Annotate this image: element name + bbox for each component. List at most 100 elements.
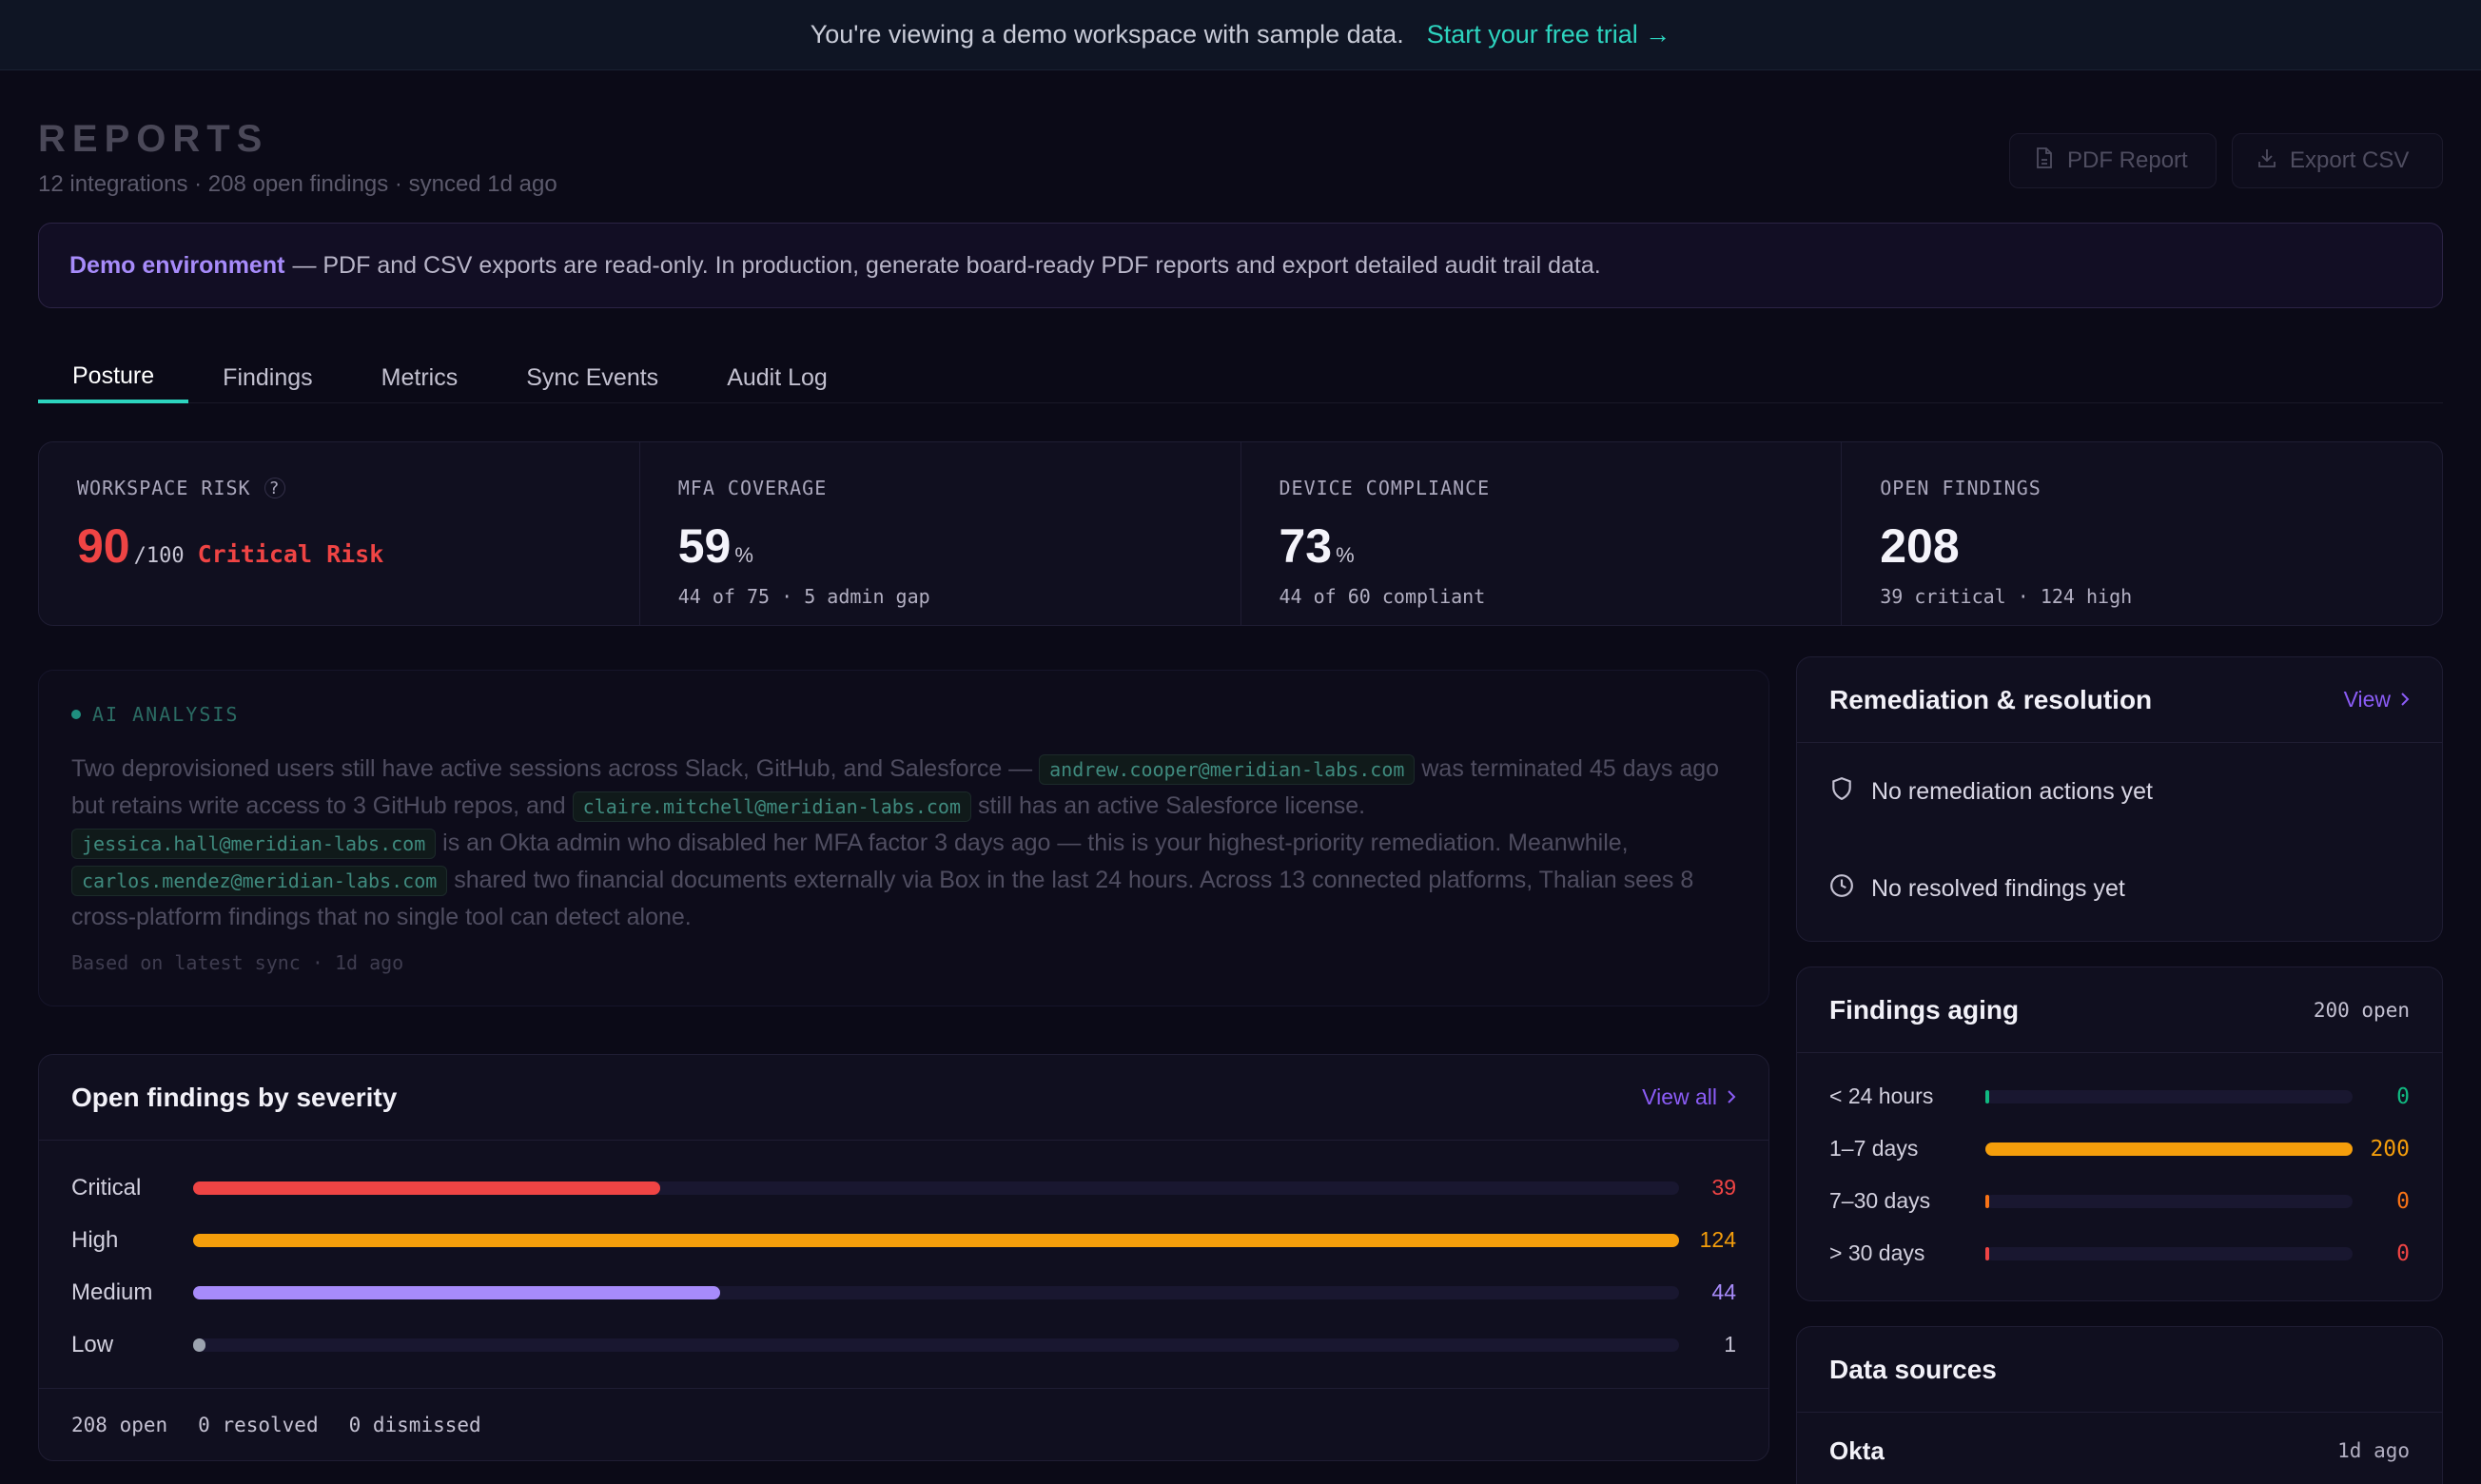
severity-row-high: High 124 (39, 1214, 1768, 1266)
severity-row-medium: Medium 44 (39, 1266, 1768, 1318)
tab-posture[interactable]: Posture (38, 352, 189, 403)
resolved-count: 0 resolved (198, 1413, 319, 1436)
aging-row: 7–30 days 0 (1797, 1175, 2442, 1227)
open-count: 208 open (71, 1413, 168, 1436)
clock-icon (1829, 873, 1854, 905)
workspace-risk-card: WORKSPACE RISK ? 90 /100 Critical Risk (39, 442, 640, 625)
aging-track (1985, 1194, 2353, 1208)
risk-status: Critical Risk (197, 540, 384, 568)
view-link[interactable]: View (2344, 687, 2410, 713)
notice-label: Demo environment (69, 251, 285, 279)
data-source-sync-time: 1d ago (2337, 1439, 2410, 1462)
start-trial-link[interactable]: Start your free trial → (1426, 20, 1671, 49)
panel-title: Data sources (1829, 1354, 1997, 1384)
file-icon (2035, 146, 2054, 175)
aging-count: 0 (2396, 1240, 2410, 1266)
aging-label: > 30 days (1829, 1240, 1925, 1265)
page-subtitle: 12 integrations · 208 open findings · sy… (38, 171, 557, 197)
severity-bar (193, 1233, 1679, 1247)
severity-bar (193, 1338, 205, 1352)
aging-bar (1985, 1246, 1989, 1260)
data-source-row[interactable]: Okta 1d ago (1797, 1413, 2442, 1484)
severity-count: 39 (1711, 1175, 1736, 1200)
ai-analysis-text: Two deprovisioned users still have activ… (71, 751, 1736, 936)
panel-title: Remediation & resolution (1829, 684, 2153, 714)
aging-bar (1985, 1089, 1989, 1103)
user-email-chip: claire.mitchell@meridian-labs.com (572, 791, 972, 822)
severity-bar (193, 1181, 661, 1195)
severity-rows: Critical 39 High 124 Medium 44 Low 1 (39, 1141, 1768, 1371)
device-value: 73 (1279, 519, 1333, 573)
help-icon[interactable]: ? (264, 478, 285, 498)
aging-track (1985, 1142, 2353, 1156)
user-email-chip: carlos.mendez@meridian-labs.com (71, 866, 448, 896)
aging-track (1985, 1089, 2353, 1103)
ai-text-segment: shared two financial documents externall… (71, 867, 1694, 930)
severity-track (193, 1181, 1679, 1195)
mfa-sub: 44 of 75 · 5 admin gap (677, 585, 930, 608)
report-tabs: Posture Findings Metrics Sync Events Aud… (38, 352, 2443, 403)
status-dot (71, 710, 81, 719)
aging-count: 0 (2396, 1084, 2410, 1109)
no-remediation-text: No remediation actions yet (1871, 777, 2153, 805)
panel-title: Open findings by severity (71, 1082, 398, 1112)
demo-banner: You're viewing a demo workspace with sam… (0, 0, 2481, 70)
kpi-strip: WORKSPACE RISK ? 90 /100 Critical Risk M… (38, 441, 2443, 626)
severity-panel: Open findings by severity View all Criti… (38, 1054, 1769, 1461)
kpi-label: OPEN FINDINGS (1880, 477, 2041, 499)
pdf-report-label: PDF Report (2067, 147, 2188, 173)
view-all-link[interactable]: View all (1642, 1084, 1736, 1110)
demo-environment-notice: Demo environment — PDF and CSV exports a… (38, 223, 2443, 308)
severity-label: Medium (71, 1279, 153, 1305)
tab-metrics[interactable]: Metrics (381, 363, 459, 391)
device-sub: 44 of 60 compliant (1279, 585, 1486, 608)
notice-text: — PDF and CSV exports are read-only. In … (292, 251, 1601, 279)
severity-label: High (71, 1226, 119, 1253)
severity-count: 44 (1711, 1279, 1736, 1304)
aging-bar (1985, 1194, 1989, 1208)
device-unit: % (1336, 543, 1355, 567)
ai-analysis-footer: Based on latest sync · 1d ago (71, 951, 404, 974)
aging-label: 1–7 days (1829, 1136, 1919, 1161)
ai-text-segment: was terminated 45 days ago but retains w… (71, 755, 1720, 819)
aging-label: 7–30 days (1829, 1188, 1931, 1213)
findings-aging-panel: Findings aging 200 open < 24 hours 0 1–7… (1796, 967, 2443, 1301)
risk-score: 90 (77, 519, 130, 573)
risk-max: /100 (133, 544, 185, 568)
remediation-panel: Remediation & resolution View No remedia… (1796, 656, 2443, 942)
severity-bar (193, 1285, 721, 1299)
aging-bar (1985, 1142, 2353, 1156)
ai-text-segment: is an Okta admin who disabled her MFA fa… (436, 830, 1629, 856)
open-findings-card: OPEN FINDINGS 208 39 critical · 124 high (1842, 442, 2442, 625)
export-csv-label: Export CSV (2290, 147, 2410, 173)
kpi-label: DEVICE COMPLIANCE (1279, 477, 1491, 499)
export-csv-button[interactable]: Export CSV (2232, 133, 2443, 188)
tab-audit-log[interactable]: Audit Log (727, 363, 828, 391)
resolved-empty-row: No resolved findings yet (1797, 840, 2442, 937)
shield-icon (1829, 776, 1854, 808)
tab-findings[interactable]: Findings (223, 363, 313, 391)
chevron-right-icon (1727, 1084, 1736, 1110)
mfa-value: 59 (677, 519, 732, 573)
aging-row: < 24 hours 0 (1797, 1070, 2442, 1123)
panel-title: Findings aging (1829, 994, 2020, 1025)
page-title: REPORTS (38, 118, 269, 160)
kpi-label: MFA COVERAGE (677, 477, 828, 499)
aging-count: 0 (2396, 1188, 2410, 1214)
mfa-coverage-card: MFA COVERAGE 59 % 44 of 75 · 5 admin gap (640, 442, 1241, 625)
mfa-unit: % (734, 543, 753, 567)
user-email-chip: andrew.cooper@meridian-labs.com (1039, 754, 1416, 785)
download-icon (2257, 147, 2276, 175)
data-source-name: Okta (1829, 1435, 1885, 1465)
open-badge: 200 open (2313, 998, 2410, 1022)
pdf-report-button[interactable]: PDF Report (2009, 133, 2217, 188)
aging-track (1985, 1246, 2353, 1260)
ai-analysis-card: AI ANALYSIS Two deprovisioned users stil… (38, 670, 1769, 1006)
remediation-empty-row: No remediation actions yet (1797, 743, 2442, 840)
view-all-label: View all (1642, 1084, 1717, 1109)
severity-track (193, 1338, 1679, 1352)
ai-analysis-label: AI ANALYSIS (92, 703, 240, 726)
severity-row-critical: Critical 39 (39, 1162, 1768, 1214)
tab-sync-events[interactable]: Sync Events (526, 363, 659, 391)
dismissed-count: 0 dismissed (348, 1413, 481, 1436)
